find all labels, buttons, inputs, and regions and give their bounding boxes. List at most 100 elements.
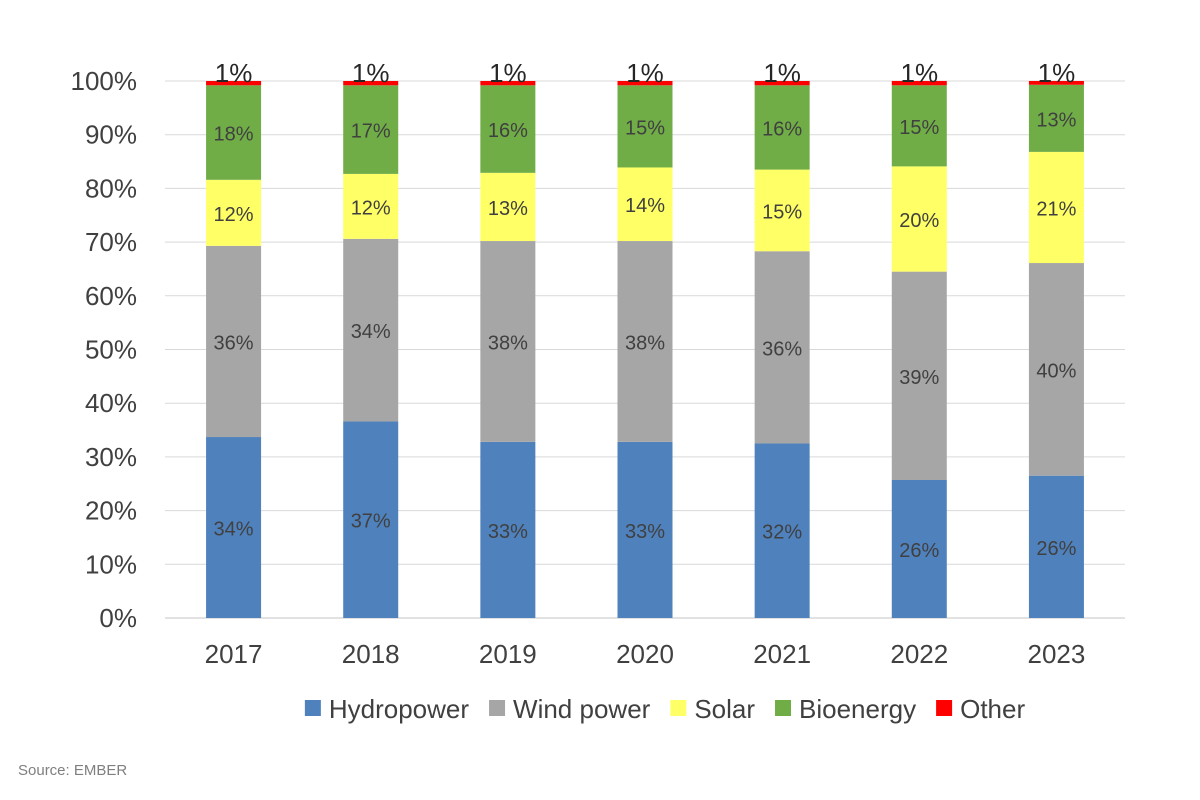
- bar-segment-other-2017: [206, 81, 262, 86]
- legend-label: Hydropower: [329, 694, 470, 724]
- data-label-hydropower-2019: 33%: [488, 521, 528, 543]
- x-axis-tick-labels: 2017 2018 2019 2020 2021 2022 2023: [205, 639, 1086, 669]
- data-label-bioenergy-2022: 15%: [899, 117, 939, 139]
- data-label-bioenergy-2019: 16%: [488, 120, 528, 142]
- data-label-bioenergy-2023: 13%: [1036, 109, 1076, 131]
- bar-segment-solar-2017: [206, 179, 262, 246]
- data-label-wind-power-2020: 38%: [625, 332, 665, 354]
- bar-segment-wind-power-2019: [480, 241, 536, 442]
- bar-segment-wind-power-2020: [617, 241, 673, 442]
- data-label-wind-power-2018: 34%: [351, 321, 391, 343]
- data-label-other-2020: 1%: [626, 58, 664, 88]
- data-label-bioenergy-2020: 15%: [625, 117, 665, 139]
- bar-segment-other-2019: [480, 81, 536, 86]
- bar-segment-other-2020: [617, 81, 673, 86]
- bar-segment-other-2022: [891, 81, 947, 86]
- bar-segment-bioenergy-2021: [754, 85, 810, 170]
- y-tick-label: 60%: [85, 281, 137, 311]
- data-label-hydropower-2023: 26%: [1036, 538, 1076, 560]
- bar-segment-wind-power-2021: [754, 251, 810, 444]
- bar-segment-solar-2022: [891, 166, 947, 272]
- bar-segment-wind-power-2017: [206, 245, 262, 438]
- data-label-solar-2023: 21%: [1036, 198, 1076, 220]
- legend-label: Solar: [694, 694, 755, 724]
- data-label-bioenergy-2018: 17%: [351, 121, 391, 143]
- bars: [206, 81, 1084, 618]
- bar-segment-wind-power-2023: [1028, 263, 1084, 476]
- data-label-hydropower-2021: 32%: [762, 522, 802, 544]
- legend-swatch: [670, 700, 687, 716]
- data-label-bioenergy-2021: 16%: [762, 118, 802, 140]
- legend-swatch: [304, 700, 321, 716]
- x-tick-label-2022: 2022: [890, 639, 948, 669]
- y-tick-label: 10%: [85, 549, 137, 579]
- bar-segment-hydropower-2018: [343, 421, 399, 618]
- bar-segment-bioenergy-2023: [1028, 84, 1084, 152]
- data-label-other-2019: 1%: [489, 58, 527, 88]
- data-label-hydropower-2022: 26%: [899, 540, 939, 562]
- y-tick-label: 50%: [85, 335, 137, 365]
- y-axis-tick-labels: 0% 10% 20% 30% 40% 50% 60% 70% 80% 90% 100%: [71, 66, 138, 633]
- legend-label: Bioenergy: [799, 694, 916, 724]
- data-label-other-2022: 1%: [900, 58, 938, 88]
- bar-segment-hydropower-2023: [1028, 475, 1084, 618]
- x-tick-label-2017: 2017: [205, 639, 263, 669]
- legend-item-bioenergy[interactable]: Bioenergy: [775, 694, 916, 724]
- legend-item-wind-power[interactable]: Wind power: [489, 694, 651, 724]
- y-tick-label: 100%: [71, 66, 138, 96]
- data-label-solar-2021: 15%: [762, 201, 802, 223]
- legend-swatch: [489, 700, 506, 716]
- y-tick-label: 80%: [85, 173, 137, 203]
- x-tick-label-2021: 2021: [753, 639, 811, 669]
- bar-segment-bioenergy-2017: [206, 85, 262, 180]
- bar-segment-solar-2018: [343, 173, 399, 239]
- bar-segment-hydropower-2021: [754, 443, 810, 618]
- data-label-other-2017: 1%: [215, 58, 253, 88]
- bar-segment-other-2021: [754, 81, 810, 86]
- legend-swatch: [936, 700, 953, 716]
- legend-item-solar[interactable]: Solar: [670, 694, 755, 724]
- legend-swatch: [775, 700, 792, 716]
- legend-label: Wind power: [513, 694, 651, 724]
- bar-segment-hydropower-2022: [891, 479, 947, 618]
- bar-segment-other-2023: [1028, 81, 1084, 85]
- y-tick-label: 30%: [85, 442, 137, 472]
- bar-segment-solar-2023: [1028, 151, 1084, 264]
- y-tick-label: 70%: [85, 227, 137, 257]
- source-note: Source: EMBER: [18, 762, 128, 779]
- data-label-wind-power-2023: 40%: [1036, 360, 1076, 382]
- bar-segment-bioenergy-2022: [891, 85, 947, 167]
- legend-item-hydropower[interactable]: Hydropower: [304, 694, 470, 724]
- bar-segment-bioenergy-2018: [343, 85, 399, 174]
- x-tick-label-2020: 2020: [616, 639, 674, 669]
- data-label-other-2021: 1%: [763, 58, 801, 88]
- bar-segment-bioenergy-2020: [617, 85, 673, 168]
- y-tick-label: 90%: [85, 120, 137, 150]
- y-tick-label: 20%: [85, 496, 137, 526]
- data-label-solar-2020: 14%: [625, 195, 665, 217]
- data-label-hydropower-2017: 34%: [214, 519, 254, 541]
- bar-segment-hydropower-2019: [480, 441, 536, 618]
- data-label-solar-2022: 20%: [899, 210, 939, 232]
- bar-segment-solar-2019: [480, 172, 536, 242]
- legend-item-other[interactable]: Other: [936, 694, 1025, 724]
- bar-segment-hydropower-2017: [206, 437, 262, 618]
- legend-label: Other: [960, 694, 1025, 724]
- data-label-bioenergy-2017: 18%: [214, 124, 254, 146]
- data-label-wind-power-2017: 36%: [214, 332, 254, 354]
- legend[interactable]: Hydropower Wind power Solar Bioenergy Other: [304, 694, 1026, 724]
- data-label-wind-power-2019: 38%: [488, 332, 528, 354]
- bar-segment-other-2018: [343, 81, 399, 86]
- data-label-solar-2018: 12%: [351, 197, 391, 219]
- bar-segment-solar-2021: [754, 169, 810, 252]
- bar-segment-hydropower-2020: [617, 441, 673, 618]
- bar-segment-solar-2020: [617, 167, 673, 242]
- x-tick-label-2019: 2019: [479, 639, 537, 669]
- data-label-other-2018: 1%: [352, 58, 390, 88]
- data-label-other-2023: 1%: [1038, 58, 1076, 88]
- data-label-wind-power-2022: 39%: [899, 367, 939, 389]
- x-tick-label-2023: 2023: [1028, 639, 1086, 669]
- y-tick-label: 40%: [85, 388, 137, 418]
